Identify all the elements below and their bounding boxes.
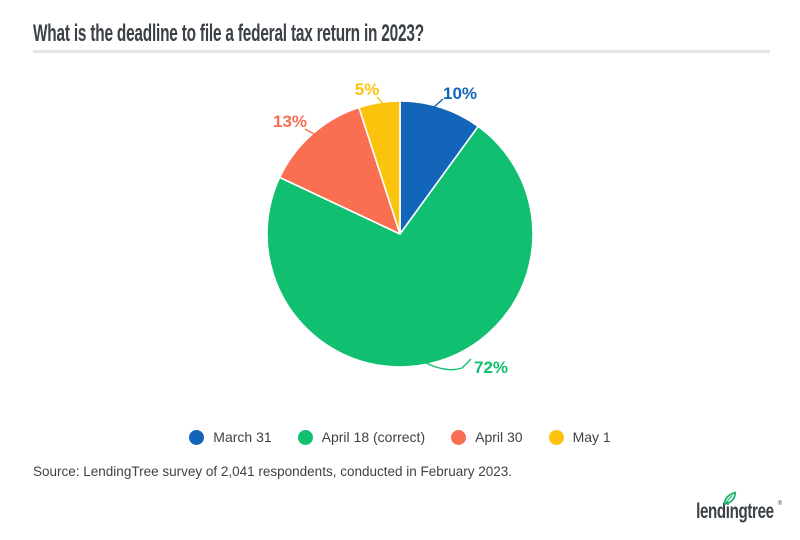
legend-label: March 31	[213, 429, 272, 445]
lendingtree-logo: lendingtree ®	[666, 491, 782, 526]
registered-mark: ®	[777, 501, 782, 507]
label-leader-line	[432, 98, 444, 109]
source-note: Source: LendingTree survey of 2,041 resp…	[33, 464, 513, 479]
pie-slice-label: 5%	[355, 80, 380, 99]
legend-item-april-30: April 30	[451, 429, 523, 445]
legend-label: May 1	[572, 429, 611, 445]
pie-slice-label: 10%	[443, 84, 477, 103]
pie-slice-2	[278, 106, 401, 235]
chart-title: What is the deadline to file a federal t…	[33, 20, 424, 47]
legend-item-april-18: April 18 (correct)	[297, 429, 426, 445]
chart-legend: March 31 April 18 (correct) April 30 May…	[0, 429, 800, 445]
legend-item-march-31: March 31	[189, 429, 272, 445]
pie-slice-label: 13%	[273, 112, 307, 131]
label-leader-line	[304, 128, 317, 136]
legend-swatch-icon	[189, 429, 205, 445]
pie-chart: 10% 72% 13% 5%	[266, 80, 534, 377]
pie-slice-0	[399, 100, 479, 235]
legend-label: April 30	[475, 429, 523, 445]
legend-swatch-icon	[451, 429, 467, 445]
title-divider	[33, 50, 770, 53]
legend-swatch-icon	[548, 429, 564, 445]
leaf-icon	[723, 491, 737, 506]
legend-swatch-icon	[297, 429, 313, 445]
pie-slice-3	[358, 100, 401, 235]
legend-item-may-1: May 1	[548, 429, 611, 445]
logo-wordmark: lendingtree	[696, 500, 774, 523]
label-leader-line	[376, 96, 384, 105]
pie-slice-label: 72%	[474, 358, 508, 377]
pie-slice-1	[266, 125, 534, 368]
legend-label: April 18 (correct)	[321, 429, 426, 445]
label-leader-line	[425, 358, 472, 371]
